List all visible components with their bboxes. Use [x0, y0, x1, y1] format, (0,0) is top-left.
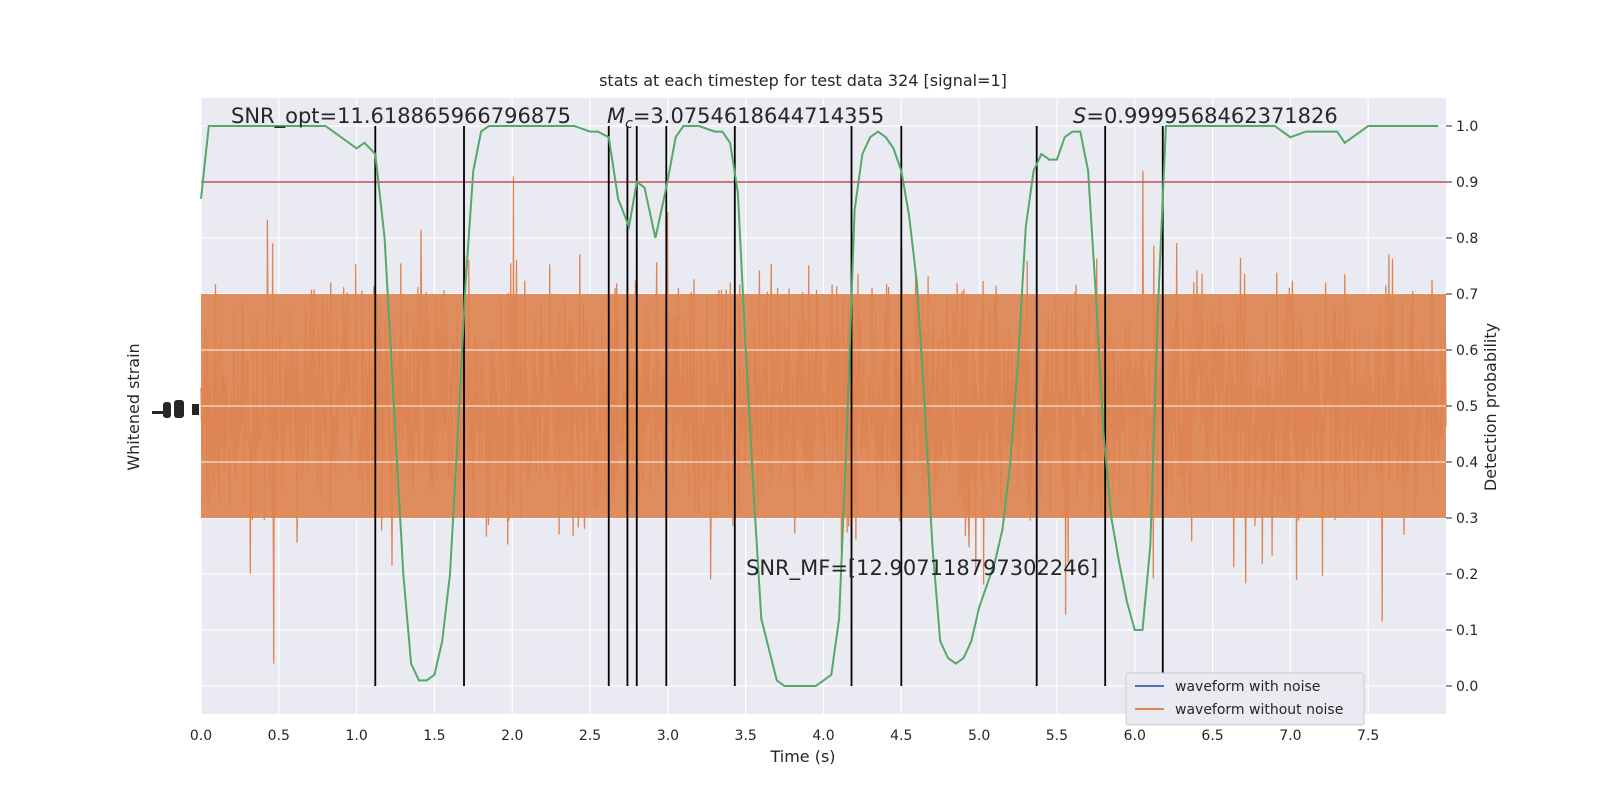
y-tick-label: 0.9: [1456, 175, 1478, 191]
x-tick-label: 5.5: [1046, 728, 1068, 744]
y-axis-label-right: Detection probability: [1481, 323, 1500, 491]
x-tick-label: 2.0: [501, 728, 523, 744]
noise-trace: [200, 170, 1447, 664]
left-tick-mark: [163, 402, 171, 418]
x-tick-label: 2.5: [579, 728, 601, 744]
x-tick-label: 6.0: [1124, 728, 1146, 744]
y-tick-label: 0.0: [1456, 679, 1478, 695]
x-tick-label: 4.0: [812, 728, 834, 744]
legend-box: [1125, 672, 1365, 726]
x-tick-label: 0.0: [190, 728, 212, 744]
legend: waveform with noise waveform without noi…: [1125, 672, 1365, 726]
legend-label-without-noise: waveform without noise: [1175, 702, 1343, 718]
y-tick-label: 0.8: [1456, 231, 1478, 247]
chirp-mass-subscript: c: [625, 116, 633, 132]
s-symbol: S: [1073, 104, 1086, 128]
x-axis-label: Time (s): [769, 747, 835, 766]
y-tick-label: 0.1: [1456, 623, 1478, 639]
legend-label-with-noise: waveform with noise: [1175, 679, 1320, 695]
snr-opt-annotation: SNR_opt=11.618865966796875: [231, 104, 571, 129]
x-tick-label: 5.0: [968, 728, 990, 744]
x-tick-label: 1.5: [423, 728, 445, 744]
y-tick-label: 0.4: [1456, 455, 1478, 471]
y-tick-label: 0.2: [1456, 567, 1478, 583]
x-tick-label: 6.5: [1201, 728, 1223, 744]
y-axis-ticks: 0.0 0.1 0.2 0.3 0.4 0.5 0.6 0.7 0.8 0.9 1.0: [1446, 119, 1478, 695]
chirp-mass-symbol: M: [607, 104, 625, 128]
x-tick-label: 4.5: [890, 728, 912, 744]
x-tick-label: 1.0: [345, 728, 367, 744]
x-tick-label: 0.5: [268, 728, 290, 744]
y-axis-label-left: Whitened strain: [124, 343, 143, 470]
left-tick-mark: [152, 411, 166, 414]
y-tick-label: 1.0: [1456, 119, 1478, 135]
left-tick-mark: [174, 400, 184, 418]
y-tick-label: 0.3: [1456, 511, 1478, 527]
x-tick-label: 3.5: [735, 728, 757, 744]
left-axis-ticks: [152, 400, 199, 418]
left-tick-mark: [192, 404, 199, 415]
x-tick-label: 3.0: [657, 728, 679, 744]
y-tick-label: 0.5: [1456, 399, 1478, 415]
chirp-mass-annotation: Mc=3.0754618644714355: [607, 104, 884, 132]
s-value: =0.9999568462371826: [1086, 104, 1337, 128]
detection-probability-line: [200, 125, 1439, 687]
chart-title: stats at each timestep for test data 324…: [599, 71, 1007, 90]
s-annotation: S=0.9999568462371826: [1073, 104, 1338, 128]
y-tick-label: 0.7: [1456, 287, 1478, 303]
y-tick-label: 0.6: [1456, 343, 1478, 359]
x-tick-label: 7.5: [1357, 728, 1379, 744]
snr-mf-annotation: SNR_MF=[12.907118797302246]: [746, 556, 1098, 581]
chirp-mass-value: =3.0754618644714355: [633, 104, 884, 128]
x-axis-ticks: 0.0 0.5 1.0 1.5 2.0 2.5 3.0 3.5 4.0 4.5 5.0 5.5 6.0 6…: [190, 728, 1379, 744]
x-tick-label: 7.0: [1279, 728, 1301, 744]
